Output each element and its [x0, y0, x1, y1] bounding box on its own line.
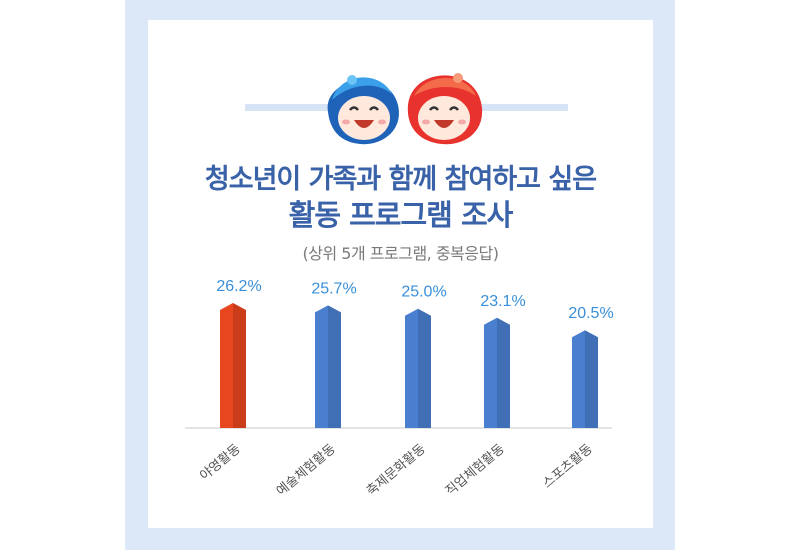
bar-축제문화활동: [405, 308, 431, 428]
value-label: 23.1%: [480, 293, 525, 310]
value-label: 25.7%: [311, 280, 356, 297]
chart-title-line2: 활동 프로그램 조사: [288, 198, 514, 232]
chart-title-line1: 청소년이 가족과 함께 참여하고 싶은: [204, 164, 597, 195]
decorative-line-left: [245, 104, 335, 111]
decorative-line-right: [480, 104, 568, 111]
bar-직업체험활동: [484, 317, 510, 428]
category-label: 축제문화활동: [364, 442, 429, 500]
blue-mascot-icon: [327, 75, 399, 145]
bar-스포츠활동: [572, 330, 598, 428]
category-label: 스포츠활동: [540, 442, 595, 492]
bar-shade: [418, 308, 431, 428]
chart-card: [148, 20, 653, 528]
bar-shade: [585, 330, 598, 428]
chart-subtitle: (상위 5개 프로그램, 중복응답): [302, 244, 499, 263]
category-label: 예술체험활동: [274, 442, 339, 500]
bar-shade: [233, 303, 246, 428]
bar-예술체험활동: [315, 305, 341, 428]
value-label: 26.2%: [216, 278, 261, 295]
bar-야영활동: [220, 303, 246, 428]
value-label: 20.5%: [568, 305, 613, 322]
red-mascot-icon: [407, 73, 483, 145]
category-label: 직업체험활동: [443, 442, 508, 500]
bar-shade: [497, 317, 510, 428]
category-label: 야영활동: [197, 442, 243, 484]
bar-shade: [328, 305, 341, 428]
value-label: 25.0%: [401, 284, 446, 301]
